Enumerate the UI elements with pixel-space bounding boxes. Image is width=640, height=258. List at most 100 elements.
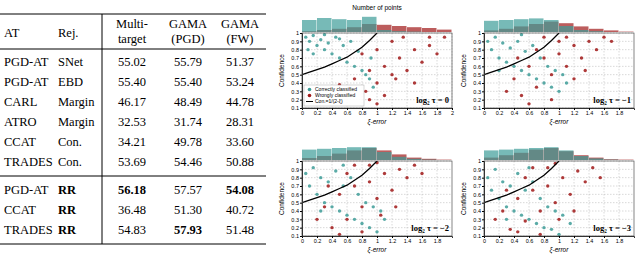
x-tick: 0.2 (314, 108, 322, 116)
plot-frame (302, 33, 452, 108)
y-tick: 0.6 (473, 192, 484, 198)
table-cell: 54.46 (174, 155, 202, 169)
point (338, 193, 341, 196)
table-cell: Con. (58, 135, 82, 149)
histogram-bar (362, 147, 377, 160)
x-tick: 1.6 (601, 236, 609, 244)
histogram-bar (422, 159, 437, 160)
x-tick: 1.8 (616, 236, 624, 244)
grid-line (544, 161, 545, 236)
histogram-bar (619, 159, 634, 160)
point (535, 222, 538, 225)
histogram-bar (437, 159, 452, 160)
y-tick-mark (482, 41, 484, 42)
point (494, 218, 497, 221)
curve (302, 161, 377, 203)
point (512, 65, 515, 68)
point (319, 38, 322, 41)
point (360, 205, 363, 208)
x-tick: 0.8 (541, 236, 549, 244)
x-tick-label: 1.8 (434, 238, 442, 244)
x-tick-label: 1.6 (419, 238, 427, 244)
x-tick-label: 0 (301, 110, 304, 116)
point (569, 193, 572, 196)
y-tick-mark (482, 169, 484, 170)
x-axis-title: ξ-error (550, 246, 570, 254)
x-tick-label: 0.8 (541, 110, 549, 116)
table-cell: RR (58, 203, 77, 217)
histogram-bar (619, 31, 634, 32)
y-tick-mark (482, 108, 484, 109)
y-tick-mark (482, 161, 484, 162)
x-tick-label: 1.4 (586, 238, 594, 244)
table-cell: ATRO (4, 115, 37, 129)
table-header: Multi- (116, 17, 148, 31)
x-tick-label: 1.6 (601, 238, 609, 244)
point (572, 44, 575, 47)
y-tick-label: 0.1 (473, 233, 481, 239)
point (338, 37, 341, 40)
x-tick: 1.4 (404, 236, 412, 244)
y-tick-mark (300, 83, 302, 84)
point (580, 56, 583, 59)
point (357, 193, 360, 196)
y-tick: 0.1 (291, 105, 302, 111)
table-cell: 34.21 (118, 135, 146, 149)
y-tick: 0.2 (473, 97, 484, 103)
point (304, 35, 307, 38)
histogram-bar (407, 27, 422, 32)
grid (484, 33, 634, 108)
histogram-bar (619, 160, 634, 161)
point (327, 184, 330, 187)
y-tick-mark (482, 33, 484, 34)
histogram-bar (529, 148, 544, 160)
grid-line (484, 49, 634, 50)
x-tick: 0.8 (359, 236, 367, 244)
x-tick-label: 0.8 (541, 238, 549, 244)
y-tick-mark (300, 100, 302, 101)
histogram-bar (589, 29, 604, 32)
x-tick: 0.6 (526, 236, 534, 244)
point (520, 213, 523, 216)
point (509, 228, 512, 231)
x-tick: 1.2 (389, 236, 397, 244)
table-cell: 57.93 (174, 223, 202, 237)
histogram-bar (619, 32, 634, 33)
point (375, 48, 378, 51)
point (375, 197, 378, 200)
y-tick-mark (300, 108, 302, 109)
point (338, 56, 341, 59)
y-tick-label: 0.4 (291, 80, 299, 86)
point (368, 98, 371, 101)
table-cell: 51.37 (226, 55, 254, 69)
histogram-bar (589, 158, 604, 160)
y-tick: 0.8 (473, 47, 484, 53)
point (520, 33, 523, 36)
table-rule-section (0, 176, 266, 177)
x-tick-label: 0.4 (329, 238, 337, 244)
point (561, 73, 564, 76)
x-tick: 0.4 (329, 108, 337, 116)
table-header: GAMA (169, 17, 207, 31)
legend-marker (308, 94, 312, 98)
grid-line (484, 186, 634, 187)
table-cell: 53.69 (118, 155, 146, 169)
y-tick-mark (300, 236, 302, 237)
point (315, 193, 318, 196)
point (308, 40, 311, 43)
x-tick: 1.6 (419, 108, 427, 116)
table-cell: CCAT (4, 135, 36, 149)
y-tick: 1 (296, 30, 302, 36)
y-tick: 0.5 (473, 72, 484, 78)
point (584, 69, 587, 72)
grid-line (377, 33, 378, 108)
y-tick: 0.2 (291, 225, 302, 231)
table-cell: 51.48 (226, 223, 254, 237)
point (501, 41, 504, 44)
x-axis-title: ξ-error (368, 118, 388, 126)
x-tick-label: 1 (376, 238, 379, 244)
point (539, 197, 542, 200)
histogram-bar (422, 159, 437, 160)
y-tick: 0.5 (291, 200, 302, 206)
y-tick-mark (482, 236, 484, 237)
